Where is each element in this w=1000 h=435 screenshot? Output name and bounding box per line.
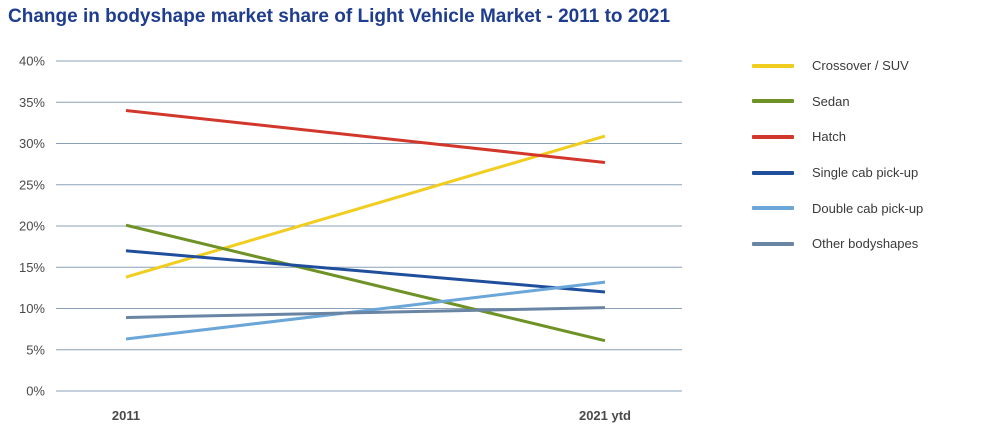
series-lines xyxy=(125,109,606,343)
chart-title: Change in bodyshape market share of Ligh… xyxy=(8,6,671,27)
series-line-sedan xyxy=(125,223,606,343)
legend-label: Sedan xyxy=(812,93,850,109)
series-line-single-cab-pick-up xyxy=(125,249,606,294)
x-axis-ticks: 2011 2021 ytd xyxy=(112,408,631,423)
y-tick-label: 15% xyxy=(19,260,45,275)
y-tick-label: 30% xyxy=(19,136,45,151)
legend-swatch xyxy=(752,241,794,246)
legend-swatch xyxy=(752,206,794,211)
legend-label: Single cab pick-up xyxy=(812,165,919,181)
series-line-other-bodyshapes xyxy=(125,306,606,320)
legend-label: Hatch xyxy=(812,129,846,145)
legend-item: Hatch xyxy=(752,119,992,155)
legend-label: Crossover / SUV xyxy=(812,58,909,74)
series-line-double-cab-pick-up xyxy=(125,280,606,341)
y-tick-label: 0% xyxy=(26,384,45,399)
y-tick-label: 40% xyxy=(19,54,45,69)
y-tick-label: 10% xyxy=(19,301,45,316)
y-tick-label: 25% xyxy=(19,177,45,192)
legend-item: Single cab pick-up xyxy=(752,155,992,191)
legend-swatch xyxy=(752,63,794,68)
legend-item: Sedan xyxy=(752,84,992,120)
legend-item: Crossover / SUV xyxy=(752,48,992,84)
y-tick-label: 35% xyxy=(19,95,45,110)
series-line-crossover-suv xyxy=(125,134,606,279)
gridlines xyxy=(56,60,682,392)
legend-item: Double cab pick-up xyxy=(752,190,992,226)
legend-swatch xyxy=(752,134,794,139)
legend-label: Other bodyshapes xyxy=(812,236,919,252)
line-chart: 0% 5% 10% 15% 20% 25% 30% 35% 40% 2011 2021 ytd xyxy=(19,54,682,423)
y-tick-label: 20% xyxy=(19,219,45,234)
legend: Crossover / SUV Sedan Hatch Single cab pick… xyxy=(752,48,992,262)
legend-swatch xyxy=(752,170,794,175)
legend-item: Other bodyshapes xyxy=(752,226,992,262)
x-tick-label: 2011 xyxy=(112,408,140,423)
y-tick-label: 5% xyxy=(26,342,45,357)
y-axis-ticks: 0% 5% 10% 15% 20% 25% 30% 35% 40% xyxy=(19,54,45,399)
series-line-hatch xyxy=(125,109,606,164)
x-tick-label: 2021 ytd xyxy=(579,408,631,423)
legend-swatch xyxy=(752,99,794,104)
legend-label: Double cab pick-up xyxy=(812,200,924,216)
